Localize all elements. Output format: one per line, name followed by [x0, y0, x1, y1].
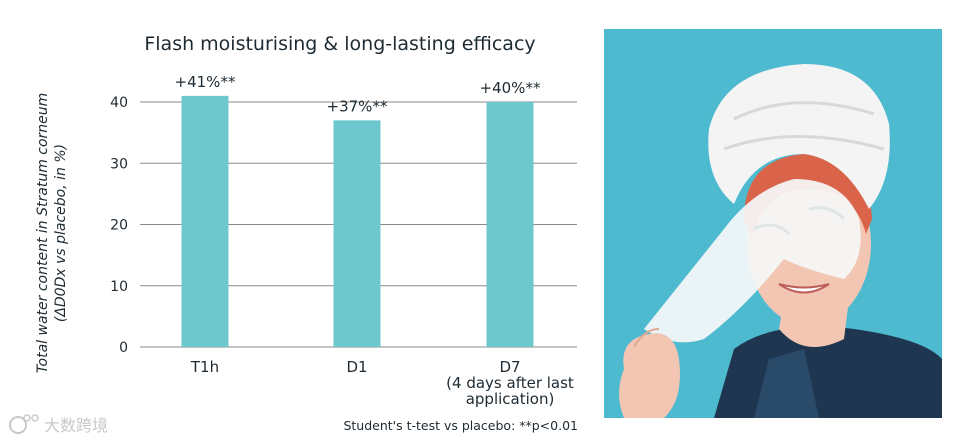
- y-tick-label: 40: [110, 95, 128, 111]
- data-labels: +41%** +37%** +40%**: [175, 73, 541, 116]
- bar: [486, 102, 534, 347]
- y-tick-label: 20: [110, 218, 128, 234]
- x-category-label: application): [466, 390, 555, 408]
- chart-title: Flash moisturising & long-lasting effica…: [144, 33, 535, 55]
- y-tick-label: 30: [110, 156, 128, 172]
- y-axis-label-line2: (ΔD0Dx vs placebo, in %): [53, 144, 69, 322]
- bar-chart: Flash moisturising & long-lasting effica…: [9, 33, 578, 435]
- product-photo: [604, 29, 942, 418]
- y-axis-label: Total water content in Stratum corneum (…: [35, 93, 69, 374]
- y-tick-label: 0: [119, 340, 128, 356]
- y-axis-ticks: 0 10 20 30 40: [110, 95, 128, 356]
- bar: [181, 95, 229, 347]
- woman-with-sheet-mask: [619, 64, 942, 418]
- x-category-label: D1: [346, 358, 367, 376]
- footnote: Student's t-test vs placebo: **p<0.01: [343, 418, 578, 433]
- x-category-label: (4 days after last: [446, 374, 574, 392]
- bar-data-label: +40%**: [480, 79, 541, 97]
- x-category-label: D7: [499, 358, 520, 376]
- weibo-icon: [9, 414, 39, 434]
- bar-data-label: +41%**: [175, 73, 236, 91]
- bar-data-label: +37%**: [327, 97, 388, 115]
- watermark-text: 大数跨境: [44, 416, 108, 435]
- watermark: 大数跨境: [9, 414, 108, 435]
- y-axis-label-line1: Total water content in Stratum corneum: [35, 93, 51, 374]
- bar: [333, 120, 381, 347]
- y-tick-label: 10: [110, 279, 128, 295]
- bars: [181, 95, 534, 347]
- x-category-label: T1h: [190, 358, 219, 376]
